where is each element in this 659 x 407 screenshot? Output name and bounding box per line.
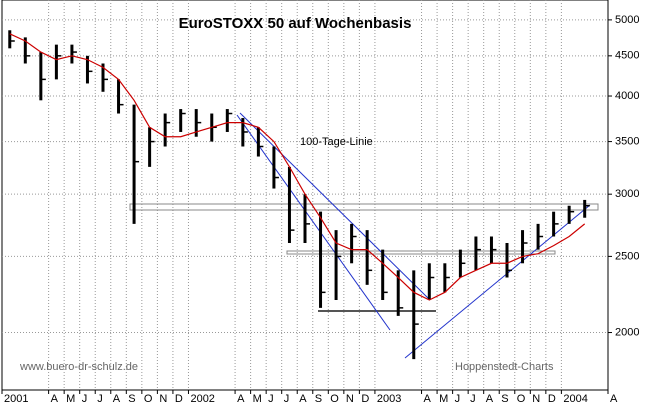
support-lines [129, 203, 599, 312]
x-tick-label: M [439, 393, 448, 405]
x-tick-label: A [237, 393, 245, 405]
x-tick-label: M [66, 393, 75, 405]
x-tick-label: 2001 [4, 393, 28, 405]
x-tick-label: J [268, 393, 274, 405]
x-tick-label: S [501, 393, 508, 405]
x-tick-label: O [144, 393, 153, 405]
plot-frame [1, 0, 609, 391]
trend-line [404, 204, 591, 359]
source-left: www.buero-dr-schulz.de [19, 361, 138, 373]
x-tick-label: A [299, 393, 307, 405]
y-tick-label: 2000 [615, 326, 639, 338]
x-tick-label: S [315, 393, 322, 405]
x-tick-label: D [548, 393, 556, 405]
x-tick-label: N [346, 393, 354, 405]
y-tick-label: 3000 [615, 188, 639, 200]
x-tick-label: A [113, 393, 121, 405]
x-tick-label: J [97, 393, 103, 405]
moving-average [9, 33, 586, 301]
x-tick-label: 2004 [563, 393, 587, 405]
trend-line [236, 114, 391, 331]
x-tick-label: A [610, 393, 618, 405]
x-tick-label: O [517, 393, 526, 405]
x-tick-label: J [455, 393, 461, 405]
x-tick-label: D [361, 393, 369, 405]
x-tick-label: J [470, 393, 476, 405]
trend-lines [236, 112, 591, 359]
x-tick-label: 2002 [190, 393, 214, 405]
x-tick-label: 2003 [377, 393, 401, 405]
x-tick-label: D [175, 393, 183, 405]
x-tick-label: S [128, 393, 135, 405]
marks [8, 30, 590, 360]
x-tick-label: O [330, 393, 339, 405]
y-tick-label: 4000 [615, 90, 639, 102]
y-tick-label: 2500 [615, 250, 639, 262]
support-band [129, 203, 599, 211]
y-tick-label: 5000 [615, 14, 639, 26]
y-tick-label: 3500 [615, 135, 639, 147]
x-tick-label: J [284, 393, 290, 405]
x-tick-label: N [532, 393, 540, 405]
trend-line [239, 112, 431, 301]
x-tick-label: A [424, 393, 432, 405]
chart-title: EuroSTOXX 50 auf Wochenbasis [179, 15, 412, 32]
x-tick-label: M [253, 393, 262, 405]
x-tick-label: N [159, 393, 167, 405]
ma-label: 100-Tage-Linie [300, 136, 373, 148]
x-tick-label: A [51, 393, 59, 405]
x-tick-label: A [486, 393, 494, 405]
source-right: Hoppenstedt-Charts [455, 361, 554, 373]
y-tick-label: 4500 [615, 50, 639, 62]
support-band [286, 250, 556, 255]
x-tick-label: J [82, 393, 88, 405]
